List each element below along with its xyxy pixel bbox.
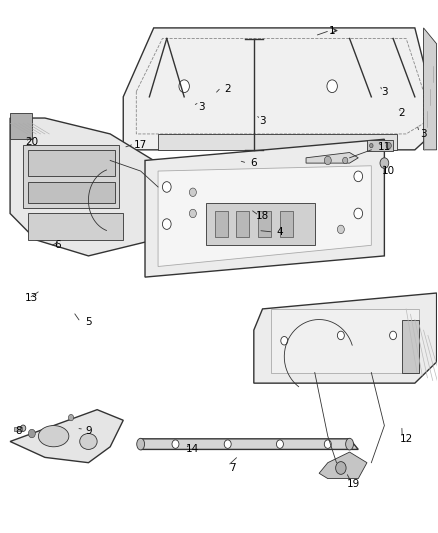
Circle shape <box>162 182 171 192</box>
Text: 2: 2 <box>224 84 231 94</box>
Bar <box>28 182 115 203</box>
Ellipse shape <box>39 425 69 447</box>
Circle shape <box>354 171 363 182</box>
Circle shape <box>337 331 344 340</box>
Circle shape <box>336 462 346 474</box>
Text: 7: 7 <box>229 463 235 473</box>
Polygon shape <box>10 118 154 256</box>
Text: 8: 8 <box>15 426 22 436</box>
Text: 3: 3 <box>198 102 205 112</box>
Text: 14: 14 <box>186 445 200 455</box>
Polygon shape <box>306 152 358 163</box>
Circle shape <box>189 188 196 197</box>
Bar <box>10 113 32 139</box>
Circle shape <box>68 415 74 421</box>
Text: 6: 6 <box>251 158 257 168</box>
Circle shape <box>28 429 35 438</box>
Text: 3: 3 <box>420 129 427 139</box>
Polygon shape <box>319 452 367 479</box>
Text: 2: 2 <box>399 108 405 118</box>
Text: 1: 1 <box>329 26 336 36</box>
Bar <box>206 203 315 245</box>
Polygon shape <box>145 139 385 277</box>
Circle shape <box>390 331 396 340</box>
Bar <box>271 309 419 373</box>
Circle shape <box>179 80 189 93</box>
Polygon shape <box>158 166 371 266</box>
Text: 10: 10 <box>382 166 396 176</box>
Circle shape <box>21 425 26 431</box>
Ellipse shape <box>137 438 145 450</box>
Text: 17: 17 <box>134 140 147 150</box>
Bar <box>367 140 393 151</box>
Bar <box>237 211 250 237</box>
Circle shape <box>327 80 337 93</box>
Text: 6: 6 <box>55 240 61 251</box>
Text: 19: 19 <box>347 479 360 489</box>
Text: 20: 20 <box>25 137 39 147</box>
Bar <box>14 426 22 431</box>
Text: 5: 5 <box>85 317 92 327</box>
Circle shape <box>337 225 344 233</box>
Polygon shape <box>424 28 437 150</box>
Circle shape <box>172 440 179 448</box>
Text: 11: 11 <box>378 142 391 152</box>
Circle shape <box>281 336 288 345</box>
Ellipse shape <box>346 438 353 450</box>
Circle shape <box>370 143 373 148</box>
Circle shape <box>276 440 283 448</box>
Text: 18: 18 <box>256 211 269 221</box>
Bar <box>28 150 115 176</box>
Polygon shape <box>141 439 358 449</box>
Circle shape <box>343 157 348 164</box>
Circle shape <box>324 156 331 165</box>
Text: 4: 4 <box>277 227 283 237</box>
Bar <box>158 134 397 150</box>
Circle shape <box>324 440 331 448</box>
Bar <box>28 214 123 240</box>
Polygon shape <box>123 28 432 150</box>
Circle shape <box>224 440 231 448</box>
Text: 3: 3 <box>259 116 266 126</box>
Circle shape <box>386 142 391 149</box>
Circle shape <box>189 209 196 217</box>
Text: 13: 13 <box>25 293 39 303</box>
Bar <box>280 211 293 237</box>
Text: 9: 9 <box>85 426 92 436</box>
Bar <box>258 211 271 237</box>
Bar <box>215 211 228 237</box>
Circle shape <box>380 158 389 168</box>
Polygon shape <box>10 410 123 463</box>
Bar <box>23 144 119 208</box>
Polygon shape <box>254 293 437 383</box>
Text: 3: 3 <box>381 86 388 96</box>
Bar <box>402 319 419 373</box>
Ellipse shape <box>80 433 97 449</box>
Circle shape <box>162 219 171 229</box>
Text: 12: 12 <box>399 434 413 444</box>
Circle shape <box>354 208 363 219</box>
